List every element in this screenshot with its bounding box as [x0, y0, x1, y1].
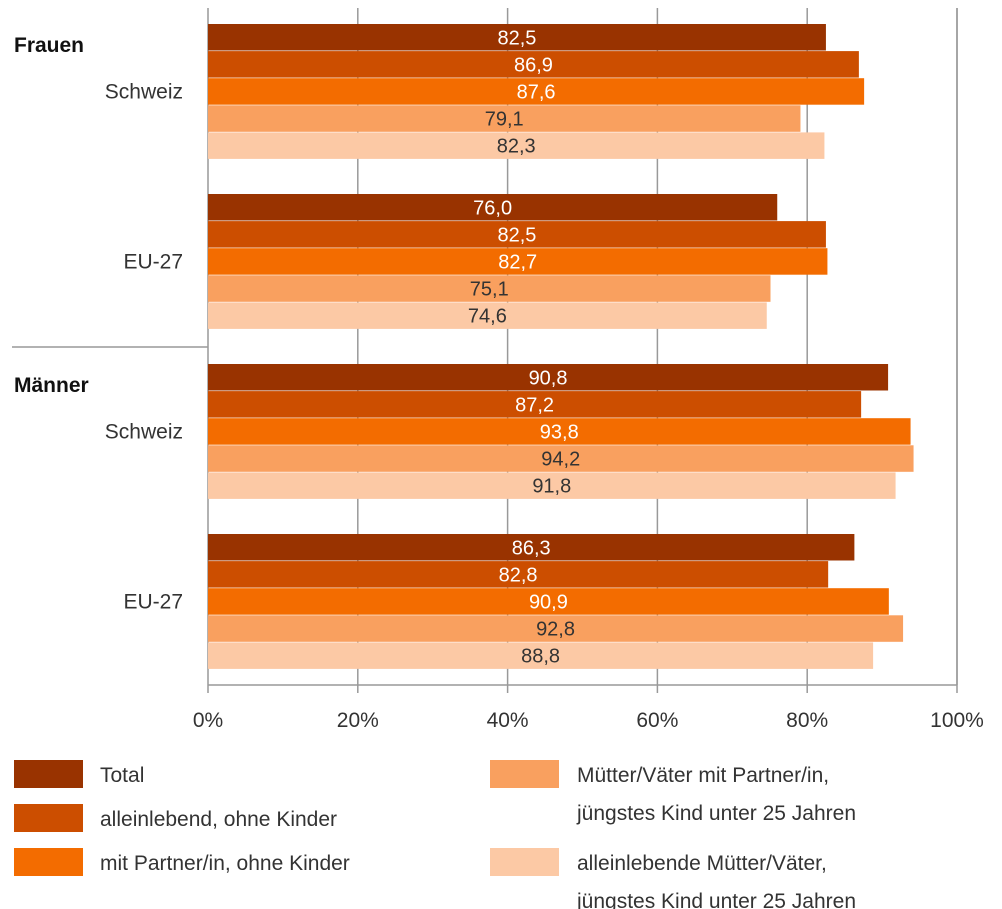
group-label: Frauen [14, 34, 84, 57]
legend-label: alleinlebend, ohne Kinder [100, 808, 337, 831]
legend-label: jüngstes Kind unter 25 Jahren [576, 802, 856, 825]
bar [208, 194, 778, 221]
bar [208, 472, 896, 499]
data-label: 87,2 [515, 394, 554, 416]
data-label: 92,8 [536, 619, 575, 641]
legend-swatch [14, 848, 83, 876]
data-label: 82,5 [497, 224, 536, 246]
group-label: Männer [14, 374, 89, 397]
bar [208, 445, 914, 472]
data-label: 86,9 [514, 54, 553, 76]
category-label: Schweiz [105, 420, 183, 443]
legend-label: alleinlebende Mütter/Väter, [577, 852, 827, 875]
legend-swatch [14, 804, 83, 832]
legend-label: mit Partner/in, ohne Kinder [100, 852, 350, 875]
data-label: 82,8 [499, 564, 538, 586]
legend-swatch [490, 848, 559, 876]
data-label: 93,8 [540, 421, 579, 443]
data-label: 90,9 [529, 591, 568, 613]
bar [208, 105, 801, 132]
x-tick-label: 40% [487, 709, 529, 732]
x-tick-label: 60% [636, 709, 678, 732]
x-tick-label: 20% [337, 709, 379, 732]
bar [208, 275, 771, 302]
data-label: 82,3 [497, 136, 536, 158]
data-label: 76,0 [473, 197, 512, 219]
bar [208, 78, 865, 105]
data-label: 94,2 [541, 449, 580, 471]
bar [208, 302, 767, 329]
bar [208, 534, 855, 561]
data-label: 82,7 [498, 251, 537, 273]
bar [208, 221, 826, 248]
category-label: Schweiz [105, 80, 183, 103]
bar [208, 642, 874, 669]
bar [208, 248, 828, 275]
category-label: EU-27 [123, 590, 183, 613]
data-label: 79,1 [485, 109, 524, 131]
legend-label: Total [100, 764, 144, 787]
data-label: 87,6 [517, 81, 556, 103]
bar [208, 132, 825, 159]
x-tick-label: 80% [786, 709, 828, 732]
bar [208, 615, 904, 642]
data-label: 90,8 [529, 367, 568, 389]
data-label: 88,8 [521, 646, 560, 668]
data-label: 91,8 [532, 476, 571, 498]
bar [208, 51, 859, 78]
legend-swatch [14, 760, 83, 788]
bar [208, 561, 829, 588]
data-label: 75,1 [470, 279, 509, 301]
legend-label: jüngstes Kind unter 25 Jahren [576, 890, 856, 909]
bar [208, 391, 862, 418]
legend-label: Mütter/Väter mit Partner/in, [577, 764, 829, 787]
category-label: EU-27 [123, 250, 183, 273]
x-tick-label: 0% [193, 709, 223, 732]
x-tick-label: 100% [930, 709, 984, 732]
bar [208, 24, 826, 51]
data-label: 82,5 [497, 27, 536, 49]
data-label: 74,6 [468, 306, 507, 328]
bar [208, 418, 911, 445]
data-label: 86,3 [512, 537, 551, 559]
legend-swatch [490, 760, 559, 788]
bar [208, 588, 889, 615]
bar [208, 364, 889, 391]
